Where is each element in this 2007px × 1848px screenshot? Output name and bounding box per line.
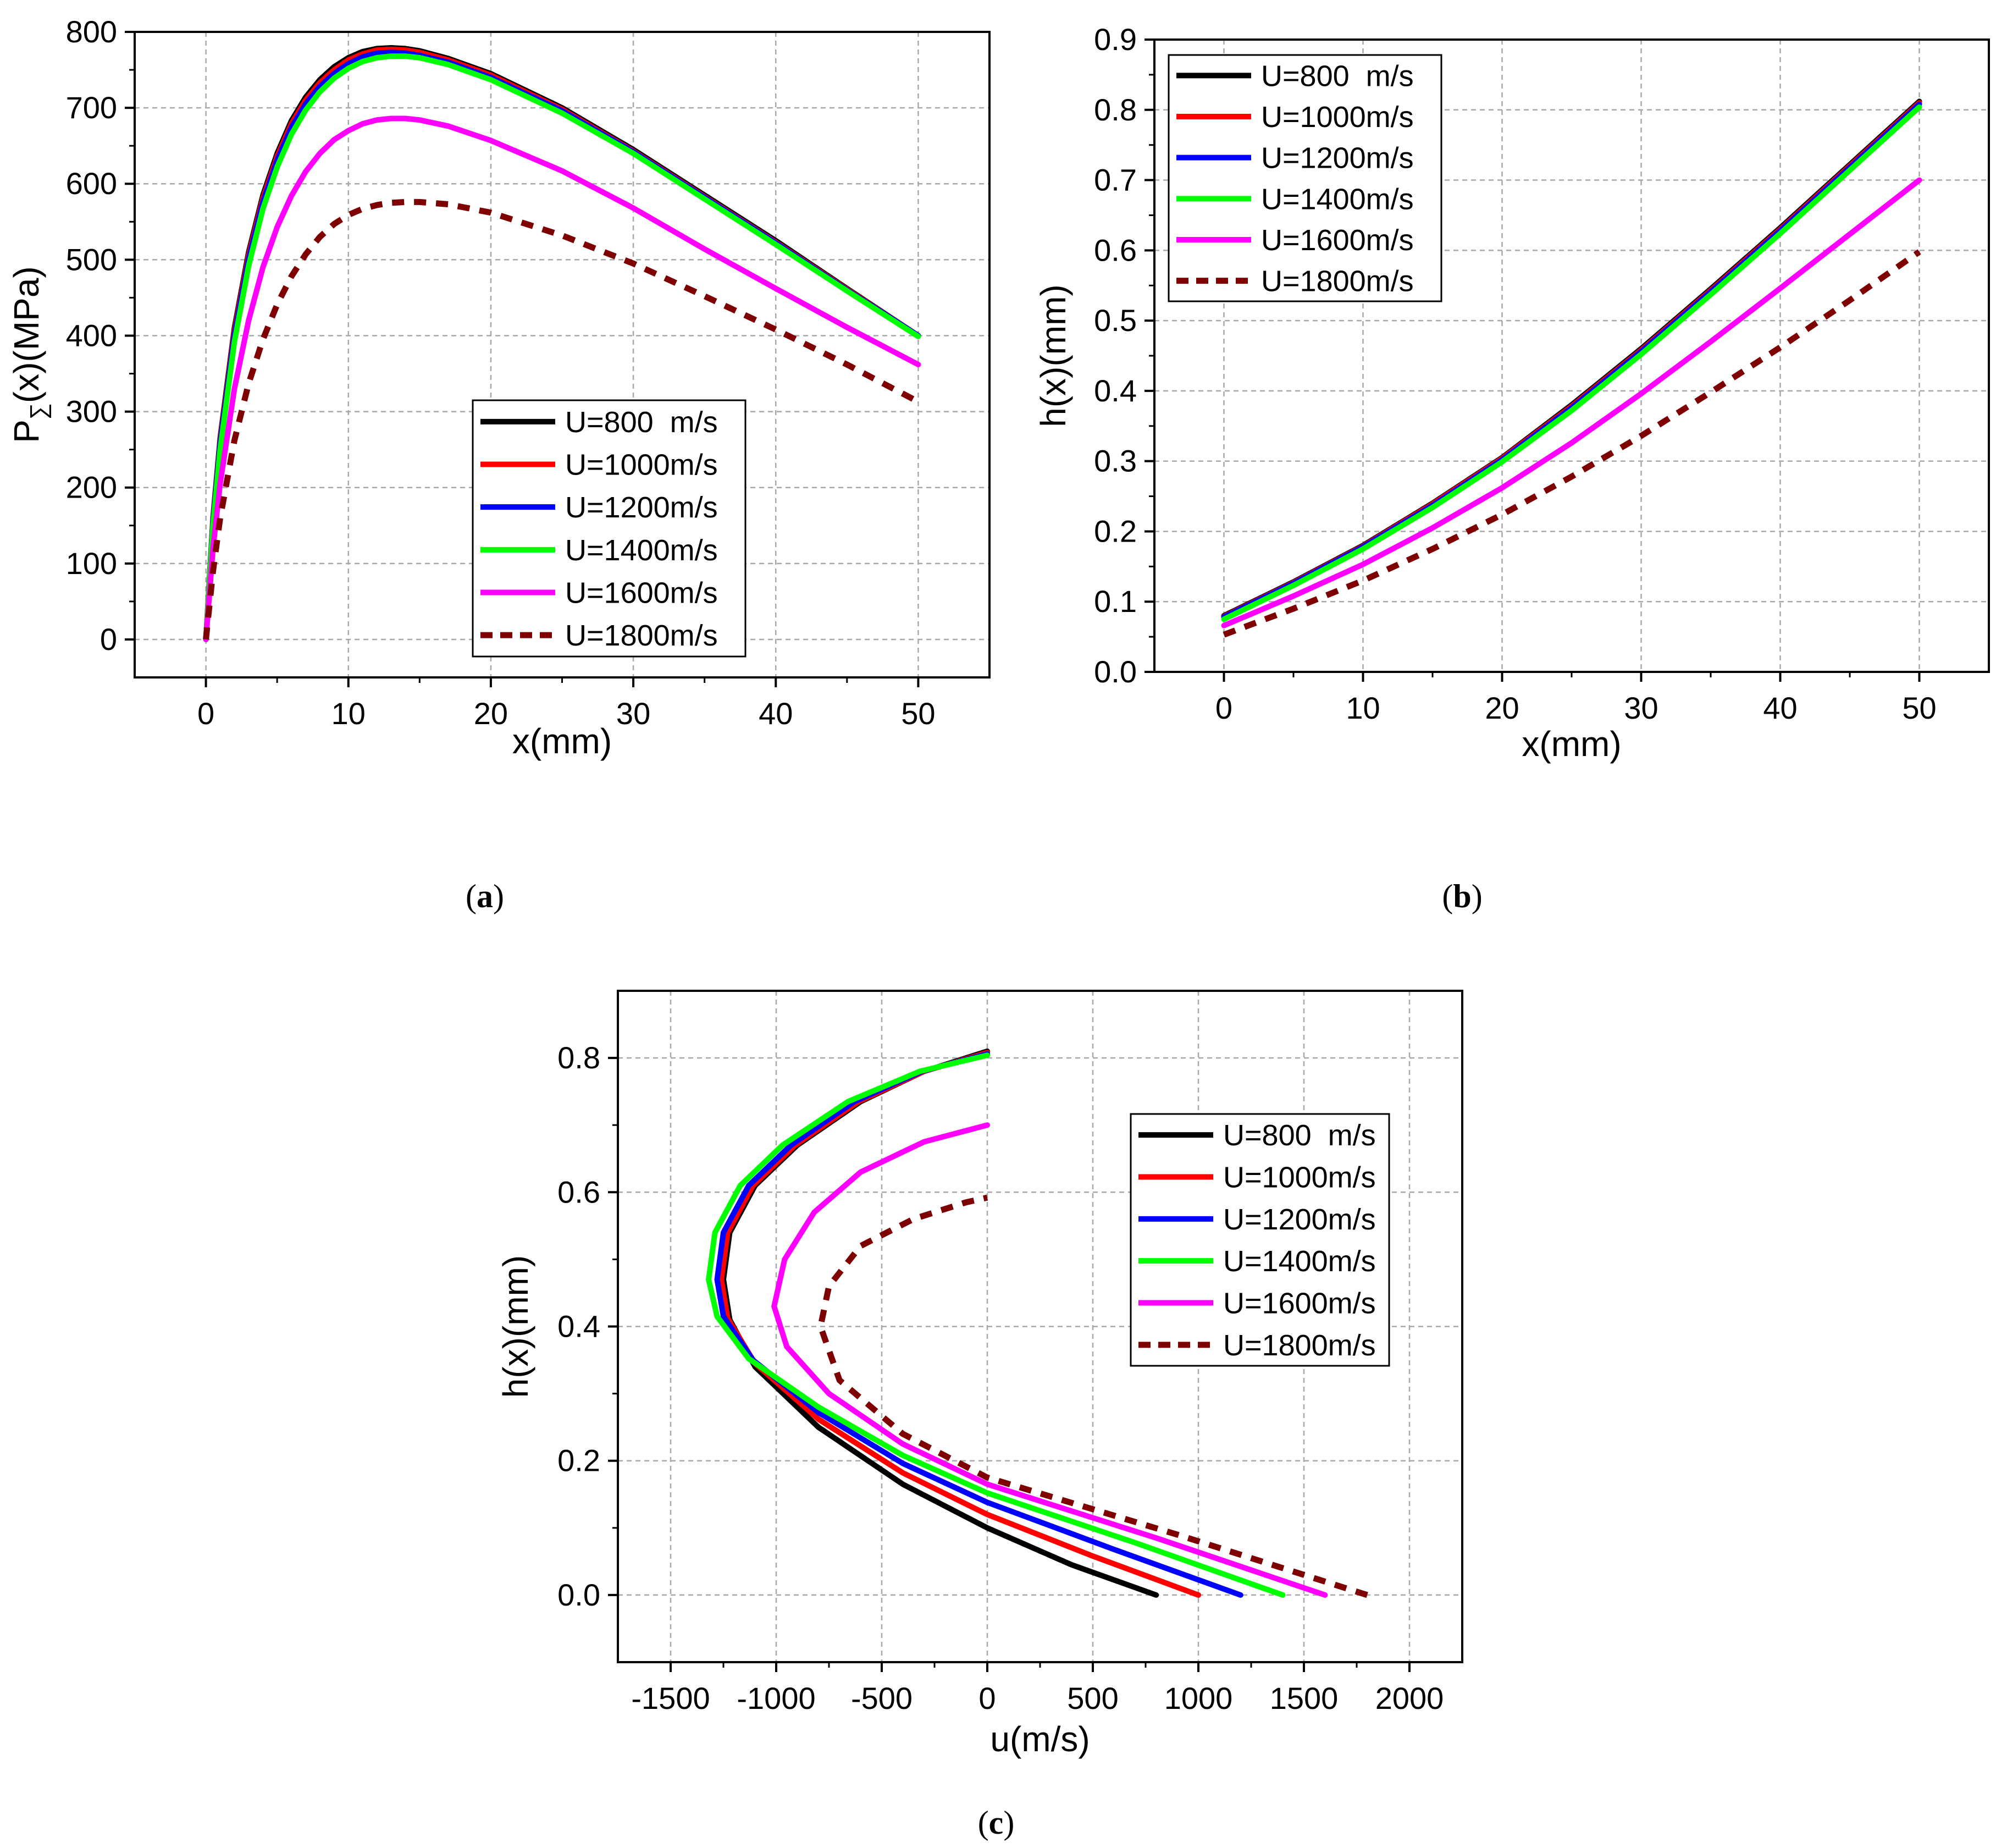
x-axis-label: u(m/s) [990, 1719, 1090, 1759]
x-tick-label: 1000 [1164, 1681, 1233, 1715]
y-tick-label: 0.4 [1094, 373, 1137, 408]
panel-label-c: (c) [978, 1805, 1015, 1841]
legend-label: U=1600m/s [565, 577, 718, 610]
chart-panel-a: 0 10 20 30 40 500100200300400500600700800x(mm… [7, 14, 991, 914]
x-tick-label: 20 [474, 696, 508, 731]
series-line-1600-c [771, 1122, 1328, 1598]
legend-label: U=1400m/s [565, 534, 718, 567]
series-line-1400-a [203, 53, 921, 642]
legend-label: U=1000m/s [565, 449, 718, 482]
legend-label: U=1000m/s [1223, 1161, 1376, 1194]
legend-box [1130, 1113, 1390, 1367]
y-tick-label: 0.0 [1094, 654, 1137, 689]
tick-labels: -1500 -1000 -500 0 500 1000 1500 2000 0.0 0.2 0.4 0… [557, 1040, 1444, 1715]
y-tick-label: 0.2 [1094, 514, 1137, 548]
y-tick-label: 400 [66, 318, 117, 352]
legend-label: U=1400m/s [1261, 183, 1414, 216]
x-tick-label: -1500 [631, 1681, 710, 1715]
x-tick-label: 30 [1624, 691, 1658, 725]
y-tick-label: 0.5 [1094, 303, 1137, 338]
y-tick-label: 0.9 [1094, 22, 1137, 57]
x-tick-label: 0 [978, 1681, 996, 1715]
series-line-1200-c [714, 1051, 1243, 1598]
legend-label: U=1600m/s [1223, 1287, 1376, 1320]
series-line-1800-b [1223, 249, 1921, 638]
series-line-1600-b [1221, 177, 1922, 628]
series-group [706, 1048, 1368, 1598]
legend-label: U=1600m/s [1261, 224, 1414, 257]
y-tick-label: 0.8 [557, 1040, 600, 1075]
y-tick-label: 500 [66, 242, 117, 277]
y-tick-label: 300 [66, 394, 117, 429]
legend-label: U=1800m/s [565, 619, 718, 652]
x-tick-label: 50 [901, 696, 935, 731]
y-tick-label: 0.3 [1094, 444, 1137, 478]
y-axis-label: P∑(x)(MPa) [7, 266, 51, 443]
panel-label-b: (b) [1442, 878, 1482, 914]
x-tick-label: 1500 [1270, 1681, 1339, 1715]
y-tick-label: 0.6 [1094, 233, 1137, 267]
series-group [1221, 98, 1922, 638]
legend-box [472, 399, 747, 658]
x-tick-label: -1000 [737, 1681, 815, 1715]
legend: U=800 m/s U=1000m/s U=1200m/s U=1400m/s U=16… [1168, 54, 1442, 302]
legend-label: U=1800m/s [1261, 265, 1414, 298]
y-tick-label: 0.6 [557, 1174, 600, 1209]
series-line-1800-c [817, 1194, 1368, 1598]
y-tick-label: 700 [66, 90, 117, 125]
x-tick-label: 20 [1485, 691, 1519, 725]
chart-panel-b: 0 10 20 30 40 50 0.0 0.1 0.2 0.3 0.4 0.5 0.6 0.7 0.8 0.… [1033, 22, 1990, 914]
x-axis-label: x(mm) [1522, 724, 1621, 764]
legend: U=800 m/s U=1000m/s U=1200m/s U=1400m/s U=16… [472, 399, 747, 658]
y-tick-label: 0.7 [1094, 163, 1137, 197]
legend-label: U=1800m/s [1223, 1329, 1376, 1362]
y-tick-label: 100 [66, 546, 117, 581]
series-line-1400-b [1221, 104, 1922, 622]
x-tick-label: 500 [1067, 1681, 1118, 1715]
x-tick-label: 10 [331, 696, 366, 731]
chart-panel-c: -1500 -1000 -500 0 500 1000 1500 2000 0.0 0.2 0.4 0… [496, 990, 1463, 1841]
legend-label: U=1000m/s [1261, 101, 1414, 134]
legend-label: U=800 m/s [1261, 59, 1414, 92]
legend-label: U=1200m/s [565, 491, 718, 524]
x-tick-label: -500 [851, 1681, 913, 1715]
y-axis-label: h(x)(mm) [496, 1255, 535, 1398]
x-tick-label: 10 [1346, 691, 1380, 725]
legend-label: U=1200m/s [1223, 1203, 1376, 1236]
y-tick-label: 0.1 [1094, 584, 1137, 619]
y-axis-label: h(x)(mm) [1033, 284, 1073, 427]
x-tick-label: 30 [616, 696, 650, 731]
panel-label-a: (a) [466, 878, 504, 914]
x-tick-label: 40 [759, 696, 793, 731]
y-tick-label: 600 [66, 166, 117, 201]
legend-box [1168, 54, 1442, 302]
x-tick-label: 0 [197, 696, 214, 731]
legend-label: U=800 m/s [565, 406, 718, 439]
y-tick-label: 0.8 [1094, 92, 1137, 127]
legend: U=800 m/s U=1000m/s U=1200m/s U=1400m/s U=16… [1130, 1113, 1390, 1367]
legend-label: U=1400m/s [1223, 1245, 1376, 1278]
legend-label: U=800 m/s [1223, 1119, 1376, 1152]
x-tick-label: 2000 [1375, 1681, 1444, 1715]
x-tick-label: 50 [1902, 691, 1936, 725]
tick-labels: 0 10 20 30 40 50 0.0 0.1 0.2 0.3 0.4 0.5 0.6 0.7 0.8 0.… [1094, 22, 1937, 725]
series-line-1600-a [203, 115, 921, 642]
legend-label: U=1200m/s [1261, 142, 1414, 175]
series-line-1800-a [203, 198, 920, 640]
x-tick-label: 40 [1763, 691, 1797, 725]
grid-lines [135, 31, 989, 677]
y-tick-label: 0 [100, 622, 117, 657]
y-tick-label: 0.2 [557, 1443, 600, 1478]
y-tick-label: 800 [66, 14, 117, 49]
y-tick-label: 200 [66, 470, 117, 505]
series-line-1400-c [706, 1052, 1286, 1598]
x-axis-label: x(mm) [512, 721, 612, 761]
y-tick-label: 0.4 [557, 1309, 600, 1344]
x-tick-label: 0 [1215, 691, 1232, 725]
series-group [203, 45, 921, 642]
y-tick-label: 0.0 [557, 1577, 600, 1612]
